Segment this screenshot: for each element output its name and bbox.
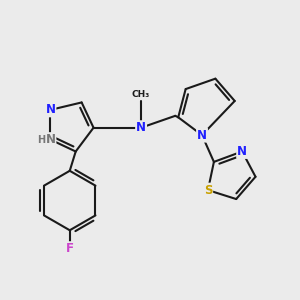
Text: N: N [45,103,56,116]
Text: N: N [45,133,56,146]
Text: N: N [237,145,247,158]
Text: H: H [37,135,45,145]
Text: N: N [136,121,146,134]
Text: CH₃: CH₃ [132,90,150,99]
Text: F: F [66,242,74,255]
Text: N: N [197,129,207,142]
Text: S: S [204,184,212,196]
